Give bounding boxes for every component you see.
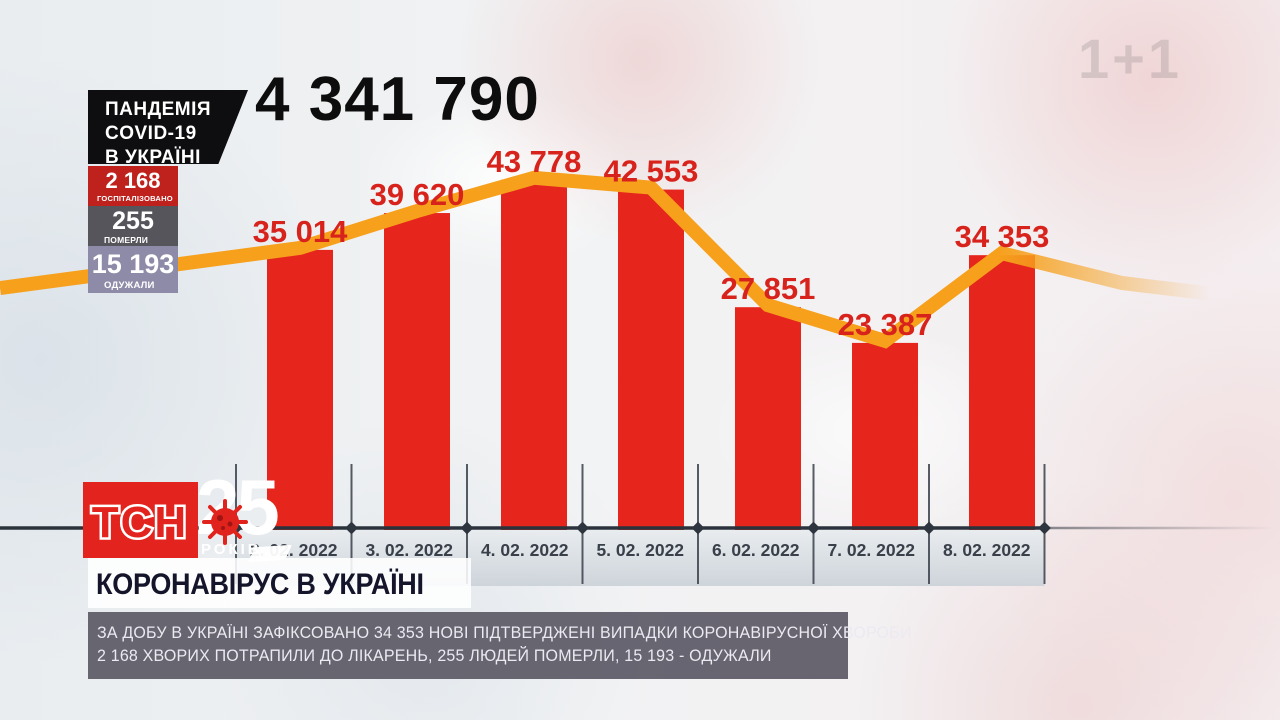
trend-line-group xyxy=(0,170,1280,349)
stat-recovered: 15 193 ОДУЖАЛИ xyxy=(88,246,178,293)
bar-value-label: 42 553 xyxy=(604,154,699,189)
channel-watermark-1plus1: 1+1 xyxy=(1078,27,1182,90)
stat-hospitalized-label: ГОСПІТАЛІЗОВАНО xyxy=(97,194,173,203)
stat-hospitalized-value: 2 168 xyxy=(105,168,161,193)
bar xyxy=(384,213,450,531)
date-label: 5. 02. 2022 xyxy=(596,540,684,560)
bar-value-label: 23 387 xyxy=(838,307,933,342)
news-ticker: ЗА ДОБУ В УКРАЇНІ ЗАФІКСОВАНО 34 353 НОВ… xyxy=(88,612,912,679)
pandemic-line1: ПАНДЕМІЯ xyxy=(105,99,212,120)
stat-deaths-label: ПОМЕРЛИ xyxy=(104,235,149,245)
date-cell xyxy=(929,530,1045,586)
date-cell xyxy=(698,530,814,586)
bar-value-label: 43 778 xyxy=(487,144,582,179)
value-labels-group: 35 014 39 620 43 778 42 553 27 851 23 387 34 3… xyxy=(253,144,1050,342)
pandemic-line3: В УКРАЇНІ xyxy=(105,147,201,168)
trend-line xyxy=(0,170,1280,349)
date-label: 6. 02. 2022 xyxy=(712,540,800,560)
bar xyxy=(969,255,1035,530)
date-cell xyxy=(813,530,929,586)
bar xyxy=(735,307,801,530)
anniversary-years-label: РОКІВ xyxy=(201,541,262,558)
bars-group xyxy=(267,179,1035,531)
stat-recovered-value: 15 193 xyxy=(91,249,175,279)
bar-value-label: 34 353 xyxy=(955,219,1050,254)
bar-value-label: 27 851 xyxy=(721,271,816,306)
tsn-logo: ТСН xyxy=(83,482,198,558)
bar xyxy=(267,249,333,530)
date-cell xyxy=(467,530,583,586)
date-label: 4. 02. 2022 xyxy=(481,540,569,560)
ticker-line1: ЗА ДОБУ В УКРАЇНІ ЗАФІКСОВАНО 34 353 НОВ… xyxy=(97,624,912,642)
bar-value-label: 35 014 xyxy=(253,214,349,249)
stat-deaths: 255 ПОМЕРЛИ xyxy=(88,206,178,246)
stat-hospitalized: 2 168 ГОСПІТАЛІЗОВАНО xyxy=(88,166,178,206)
bar-value-label: 39 620 xyxy=(370,177,465,212)
tsn-letters: ТСН xyxy=(92,498,188,547)
ticker-line2: 2 168 ХВОРИХ ПОТРАПИЛИ ДО ЛІКАРЕНЬ, 255 … xyxy=(97,647,772,665)
bar xyxy=(501,179,567,530)
date-label: 8. 02. 2022 xyxy=(943,540,1031,560)
bar xyxy=(852,342,918,530)
stat-deaths-value: 255 xyxy=(112,207,154,235)
title-banner: КОРОНАВІРУС В УКРАЇНІ xyxy=(88,558,471,608)
pandemic-line2: COVID-19 xyxy=(105,123,197,144)
date-cell xyxy=(582,530,698,586)
date-label: 3. 02. 2022 xyxy=(365,540,453,560)
total-cases-number: 4 341 790 xyxy=(255,65,540,134)
stat-recovered-label: ОДУЖАЛИ xyxy=(104,280,155,291)
bar xyxy=(618,189,684,531)
date-label: 7. 02. 2022 xyxy=(827,540,915,560)
tsn-logo-letters: ТСН xyxy=(89,496,188,550)
pandemic-title-box: ПАНДЕМІЯ COVID-19 В УКРАЇНІ xyxy=(88,90,248,164)
banner-title: КОРОНАВІРУС В УКРАЇНІ xyxy=(96,568,424,601)
coronavirus-icon xyxy=(202,499,248,545)
